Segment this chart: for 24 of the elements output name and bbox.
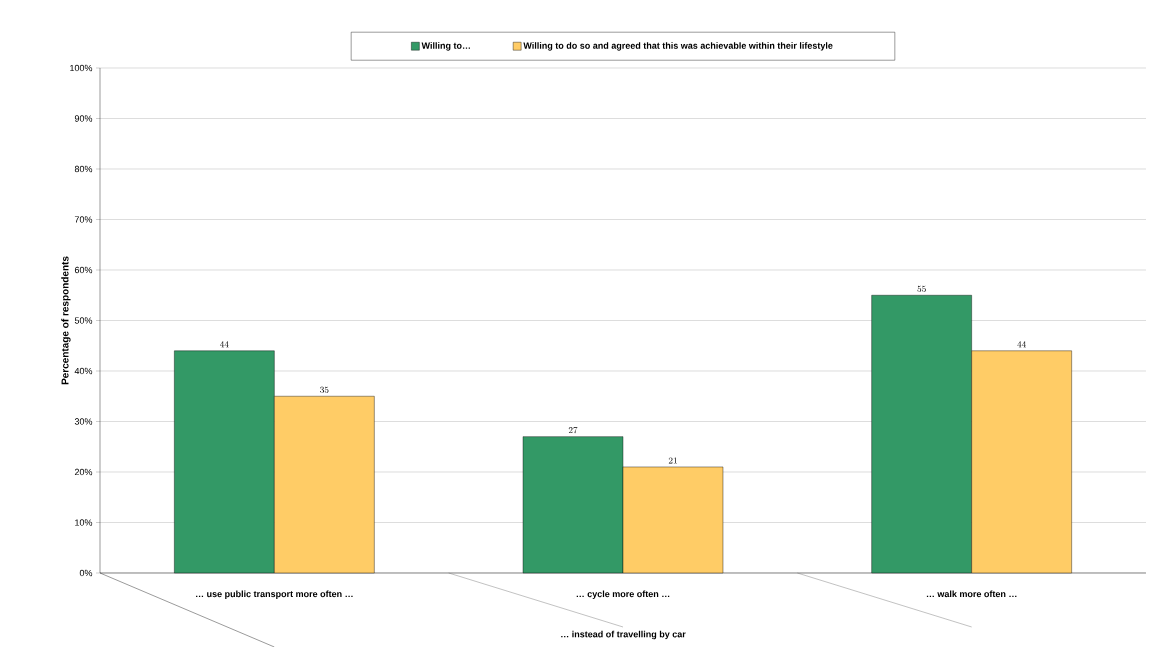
y-tick-label: 20% [74, 468, 93, 476]
y-tick-label: 60% [74, 266, 93, 274]
x-tick-label: … walk more often … [926, 590, 1017, 598]
data-label: 44 [219, 341, 229, 348]
y-tick-label: 0% [79, 569, 93, 577]
legend-label: Willing to do so and agreed that this was achievable within their lifestyle [523, 42, 833, 51]
y-tick-label: 80% [74, 165, 93, 173]
x-tick-label: … cycle more often … [576, 590, 670, 599]
x-axis-title: … instead of travelling by car [561, 630, 686, 640]
legend-label: Willing to… [421, 42, 470, 51]
y-tick-label: 10% [75, 519, 93, 526]
y-tick-label: 40% [74, 367, 93, 375]
y-axis-title: Percentage of respondents [61, 256, 71, 385]
y-tick-label: 70% [74, 216, 93, 223]
data-label: 35 [320, 386, 329, 393]
x-tick-label: … use public transport more often … [196, 590, 353, 599]
y-tick-label: 100% [70, 64, 93, 72]
data-label: 27 [568, 426, 578, 434]
y-tick-label: 50% [74, 317, 93, 324]
data-label: 21 [668, 457, 677, 464]
y-tick-label: 30% [74, 418, 93, 425]
data-label: 55 [917, 285, 926, 292]
y-tick-label: 90% [74, 115, 93, 122]
data-label: 44 [1017, 341, 1027, 348]
